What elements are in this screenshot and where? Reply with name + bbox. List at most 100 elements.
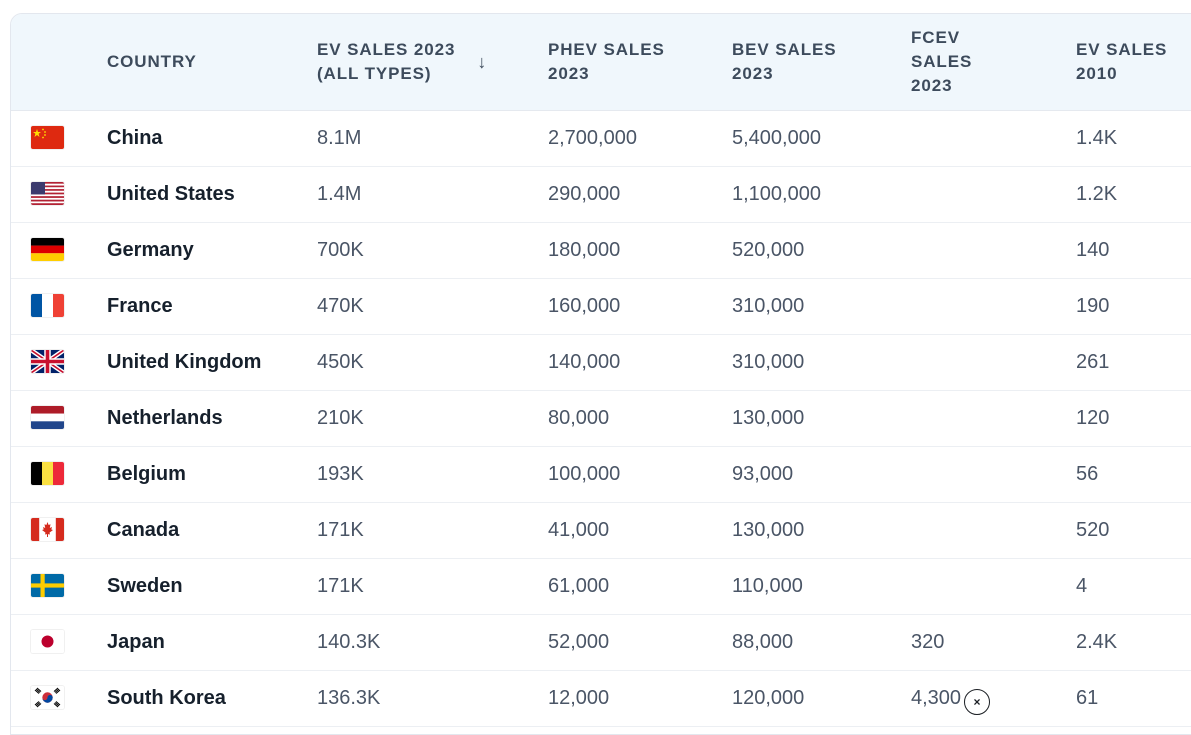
country-name[interactable]: Germany [107, 238, 194, 261]
ev-sales-2023-value: 8.1M [317, 126, 362, 149]
phev-sales-2023-value: 160,000 [548, 294, 621, 317]
country-name[interactable]: France [107, 294, 173, 317]
germany-flag-icon [31, 238, 64, 261]
fcev-sales-2023-value: 320 [911, 630, 945, 653]
phev-sales-2023-value: 41,000 [548, 518, 610, 541]
table-row[interactable]: South Korea 136.3K 12,000 120,000 4,300 61 [11, 671, 1191, 727]
ev-sales-2023-value: 470K [317, 294, 364, 317]
table-row[interactable]: Germany 700K 180,000 520,000 140 [11, 223, 1191, 279]
ev-sales-2010-value: 190 [1076, 294, 1110, 317]
country-name[interactable]: China [107, 126, 163, 149]
phev-sales-2023-value: 140,000 [548, 350, 621, 373]
column-header-label: COUNTRY [107, 52, 197, 71]
country-name[interactable]: Netherlands [107, 406, 223, 429]
sweden-flag-icon [31, 574, 64, 597]
country-name[interactable]: South Korea [107, 686, 226, 709]
ev-sales-2023-value: 193K [317, 462, 364, 485]
column-header-label: PHEV SALES 2023 [548, 38, 665, 86]
table-row[interactable]: United Kingdom 450K 140,000 310,000 261 [11, 335, 1191, 391]
bev-sales-2023-value: 110,000 [732, 574, 803, 597]
column-header-ev-sales-2010[interactable]: EV SALES 2010 [1076, 14, 1167, 110]
country-name[interactable]: Belgium [107, 462, 186, 485]
table-row[interactable]: Sweden 171K 61,000 110,000 4 [11, 559, 1191, 615]
column-header-label: EV SALES 2010 [1076, 38, 1167, 86]
label-line: BEV SALES [732, 40, 837, 59]
close-icon[interactable]: × [964, 689, 990, 715]
ev-sales-2023-value: 210K [317, 406, 364, 429]
belgium-flag-icon [31, 462, 64, 485]
bev-sales-2023-value: 310,000 [732, 294, 805, 317]
bev-sales-2023-value: 120,000 [732, 686, 805, 709]
japan-flag-icon [31, 630, 64, 653]
table-row[interactable]: Japan 140.3K 52,000 88,000 320 2.4K [11, 615, 1191, 671]
phev-sales-2023-value: 180,000 [548, 238, 621, 261]
china-flag-icon [31, 126, 64, 149]
bev-sales-2023-value: 5,400,000 [732, 126, 821, 149]
phev-sales-2023-value: 100,000 [548, 462, 621, 485]
bev-sales-2023-value: 310,000 [732, 350, 805, 373]
ev-sales-2023-value: 171K [317, 518, 364, 541]
france-flag-icon [31, 294, 64, 317]
column-header-label: EV SALES 2023 (ALL TYPES) [317, 38, 455, 86]
table-row[interactable]: China 8.1M 2,700,000 5,400,000 1.4K [11, 111, 1191, 167]
country-name[interactable]: Japan [107, 630, 165, 653]
ev-sales-2010-value: 2.4K [1076, 630, 1118, 653]
ev-sales-2023-value: 1.4M [317, 182, 362, 205]
arrow-down-icon[interactable]: ↓ [477, 52, 488, 72]
canada-flag-icon [31, 518, 64, 541]
column-header-fcev-sales-2023[interactable]: FCEV SALES 2023 [911, 14, 972, 110]
table-row[interactable]: France 470K 160,000 310,000 190 [11, 279, 1191, 335]
label-line: 2010 [1076, 64, 1118, 83]
fcev-sales-2023-value: 4,300 [911, 686, 962, 709]
column-header-label: BEV SALES 2023 [732, 38, 836, 86]
uk-flag-icon [31, 350, 64, 373]
ev-sales-table: COUNTRY EV SALES 2023 (ALL TYPES) ↓ PHEV… [10, 13, 1191, 735]
close-glyph: × [973, 695, 981, 709]
ev-sales-2010-value: 261 [1076, 350, 1110, 373]
country-name[interactable]: Canada [107, 518, 180, 541]
phev-sales-2023-value: 12,000 [548, 686, 610, 709]
column-header-ev-sales-2023[interactable]: EV SALES 2023 (ALL TYPES) ↓ [317, 14, 487, 110]
label-line: PHEV SALES [548, 40, 665, 59]
ev-sales-2023-value: 171K [317, 574, 364, 597]
country-name[interactable]: United States [107, 182, 235, 205]
label-line: SALES [911, 52, 973, 71]
ev-sales-2023-value: 140.3K [317, 630, 381, 653]
bev-sales-2023-value: 88,000 [732, 630, 794, 653]
usa-flag-icon [31, 182, 64, 205]
label-line: FCEV [911, 28, 960, 47]
ev-sales-2010-value: 140 [1076, 238, 1110, 261]
label-line: 2023 [548, 64, 590, 83]
table-row[interactable]: Netherlands 210K 80,000 130,000 120 [11, 391, 1191, 447]
table-row[interactable]: Canada 171K 41,000 130,000 520 [11, 503, 1191, 559]
phev-sales-2023-value: 2,700,000 [548, 126, 637, 149]
ev-sales-2010-value: 4 [1076, 574, 1088, 597]
ev-sales-2023-value: 136.3K [317, 686, 381, 709]
column-header-phev-sales-2023[interactable]: PHEV SALES 2023 [548, 14, 665, 110]
country-name[interactable]: Sweden [107, 574, 183, 597]
ev-sales-2010-value: 61 [1076, 686, 1099, 709]
netherlands-flag-icon [31, 406, 64, 429]
bev-sales-2023-value: 93,000 [732, 462, 794, 485]
table-row[interactable]: United States 1.4M 290,000 1,100,000 1.2K [11, 167, 1191, 223]
south-korea-flag-icon [31, 686, 64, 709]
phev-sales-2023-value: 52,000 [548, 630, 610, 653]
column-header-country[interactable]: COUNTRY [107, 14, 197, 110]
ev-sales-2023-value: 450K [317, 350, 364, 373]
phev-sales-2023-value: 290,000 [548, 182, 621, 205]
bev-sales-2023-value: 130,000 [732, 518, 805, 541]
bev-sales-2023-value: 130,000 [732, 406, 805, 429]
bev-sales-2023-value: 1,100,000 [732, 182, 821, 205]
table-body: China 8.1M 2,700,000 5,400,000 1.4K United St… [11, 111, 1191, 727]
label-line: EV SALES 2023 [317, 40, 456, 59]
phev-sales-2023-value: 61,000 [548, 574, 610, 597]
table-header: COUNTRY EV SALES 2023 (ALL TYPES) ↓ PHEV… [11, 14, 1191, 111]
table-row[interactable]: Belgium 193K 100,000 93,000 56 [11, 447, 1191, 503]
ev-sales-2023-value: 700K [317, 238, 364, 261]
country-name[interactable]: United Kingdom [107, 350, 262, 373]
column-header-bev-sales-2023[interactable]: BEV SALES 2023 [732, 14, 836, 110]
label-line: (ALL TYPES) [317, 64, 432, 83]
phev-sales-2023-value: 80,000 [548, 406, 610, 429]
ev-sales-2010-value: 56 [1076, 462, 1099, 485]
label-line: 2023 [732, 64, 774, 83]
